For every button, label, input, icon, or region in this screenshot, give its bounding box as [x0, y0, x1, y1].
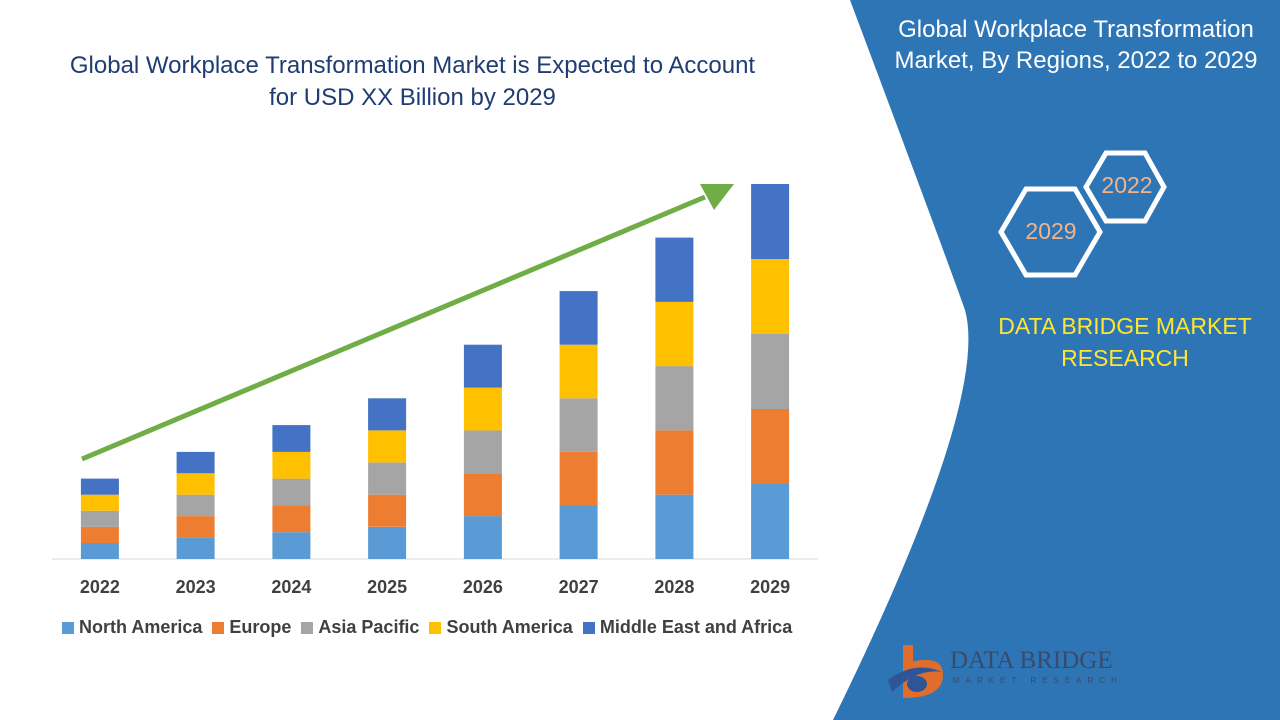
- x-tick-label: 2024: [271, 577, 311, 597]
- legend-label: Asia Pacific: [318, 617, 420, 637]
- hexagon-2022: [1083, 150, 1167, 224]
- bar-segment-2023-asia-pacific: [176, 494, 215, 517]
- legend-label: Middle East and Africa: [599, 617, 793, 637]
- x-tick-label: 2029: [750, 577, 790, 597]
- legend-item: Europe: [212, 617, 291, 638]
- bar-segment-2024-europe: [272, 505, 311, 533]
- bar-segment-2024-south-america: [272, 451, 311, 479]
- bar-segment-2029-asia-pacific: [751, 334, 790, 409]
- x-tick-label: 2026: [463, 577, 503, 597]
- bar-segment-2024-asia-pacific: [272, 478, 311, 506]
- legend-item: Middle East and Africa: [582, 617, 793, 638]
- bar-segment-2022-south-america: [80, 494, 119, 511]
- bar-segment-2022-middle-east-and-africa: [80, 478, 119, 495]
- legend-swatch: [62, 621, 74, 634]
- bar-segment-2029-europe: [751, 409, 790, 484]
- x-tick-label: 2022: [80, 577, 120, 597]
- trend-arrow: [81, 184, 734, 462]
- trend-arrow-line: [81, 194, 706, 462]
- legend-swatch: [582, 621, 595, 634]
- bar-segment-2029-north-america: [751, 484, 790, 559]
- bar-segment-2027-middle-east-and-africa: [559, 291, 598, 345]
- bar-segment-2028-asia-pacific: [655, 366, 694, 431]
- x-tick-label: 2028: [654, 577, 694, 597]
- logo-mark: [888, 645, 943, 698]
- bar-segment-2027-south-america: [559, 344, 598, 399]
- bar-segment-2023-south-america: [176, 473, 215, 495]
- bar-segment-2026-asia-pacific: [463, 430, 502, 474]
- right-panel-background: [833, 0, 1280, 720]
- bar-segment-2028-europe: [655, 430, 694, 495]
- panel-title: Global Workplace Transformation Market, …: [894, 16, 1258, 74]
- legend-label: South America: [446, 617, 573, 637]
- hex-label-2029: 2029: [1025, 218, 1077, 244]
- bars-group: [80, 184, 790, 559]
- x-tick-labels: 2022 2023 2024 2025 2026 2027 2028 2029: [80, 577, 790, 597]
- bar-segment-2023-north-america: [176, 537, 215, 559]
- bar-segment-2026-south-america: [463, 387, 502, 431]
- hexagon-2029: [998, 186, 1103, 278]
- hex-label-2022: 2022: [1101, 172, 1153, 198]
- bar-segment-2027-europe: [559, 451, 598, 506]
- bar-segment-2026-north-america: [463, 516, 502, 559]
- bar-segment-2023-middle-east-and-africa: [176, 451, 215, 474]
- x-tick-label: 2025: [367, 577, 407, 597]
- legend-item: Asia Pacific: [301, 617, 419, 638]
- bar-segment-2028-south-america: [655, 301, 694, 367]
- bar-segment-2023-europe: [176, 516, 215, 538]
- bar-segment-2025-europe: [368, 494, 407, 527]
- bar-segment-2022-europe: [80, 526, 119, 543]
- bar-segment-2024-north-america: [272, 532, 311, 559]
- legend-swatch: [212, 621, 225, 634]
- brand-name: DATA BRIDGE MARKET RESEARCH: [998, 313, 1252, 371]
- trend-arrow-head: [700, 184, 734, 210]
- bar-segment-2025-middle-east-and-africa: [368, 398, 407, 431]
- legend-label: North America: [79, 617, 203, 637]
- bar-segment-2029-middle-east-and-africa: [751, 184, 790, 259]
- bar-segment-2025-asia-pacific: [368, 462, 407, 495]
- bar-segment-2026-europe: [463, 473, 502, 517]
- legend-item: North America: [62, 617, 202, 638]
- chart-legend: North America Europe Asia Pacific South Ame…: [62, 617, 802, 638]
- bar-segment-2025-north-america: [368, 526, 407, 559]
- bar-segment-2029-south-america: [751, 259, 790, 334]
- bar-segment-2027-asia-pacific: [559, 398, 598, 452]
- logo-name: DATA BRIDGE: [950, 647, 1113, 674]
- legend-label: Europe: [229, 617, 292, 637]
- bar-segment-2024-middle-east-and-africa: [272, 425, 311, 452]
- bar-segment-2025-south-america: [368, 430, 407, 463]
- bar-segment-2022-north-america: [80, 542, 119, 559]
- x-tick-label: 2023: [176, 577, 216, 597]
- x-tick-label: 2027: [559, 577, 599, 597]
- legend-item: South America: [429, 617, 573, 638]
- legend-swatch: [301, 621, 314, 634]
- bar-segment-2028-middle-east-and-africa: [655, 237, 694, 302]
- chart-title: Global Workplace Transformation Market i…: [69, 52, 756, 111]
- bar-segment-2022-asia-pacific: [80, 510, 119, 527]
- logo-tagline: MARKET RESEARCH: [953, 676, 1123, 685]
- bar-segment-2026-middle-east-and-africa: [463, 344, 502, 388]
- bar-segment-2027-north-america: [559, 505, 598, 559]
- bar-segment-2028-north-america: [655, 494, 694, 559]
- legend-swatch: [429, 621, 442, 634]
